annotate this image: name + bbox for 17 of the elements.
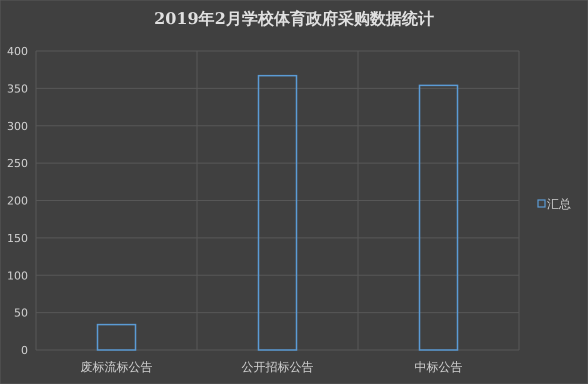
y-tick-label: 200 [7, 194, 28, 208]
bar [96, 324, 136, 351]
bar [418, 84, 458, 351]
bar [258, 74, 298, 351]
y-tick-label: 250 [7, 157, 28, 170]
x-tick-label: 废标流标公告 [80, 360, 152, 374]
y-tick-label: 300 [7, 120, 28, 133]
y-tick-label: 150 [7, 232, 28, 245]
y-tick-label: 50 [14, 306, 28, 320]
chart-title: 2019年2月学校体育政府采购数据统计 [154, 9, 434, 28]
x-tick-label: 公开招标公告 [242, 360, 314, 374]
x-tick-label: 中标公告 [414, 360, 462, 374]
legend-label: 汇总 [547, 197, 571, 211]
y-tick-label: 100 [7, 269, 28, 282]
y-tick-label: 0 [21, 344, 28, 357]
y-tick-label: 400 [7, 45, 28, 58]
y-tick-label: 350 [7, 82, 28, 96]
